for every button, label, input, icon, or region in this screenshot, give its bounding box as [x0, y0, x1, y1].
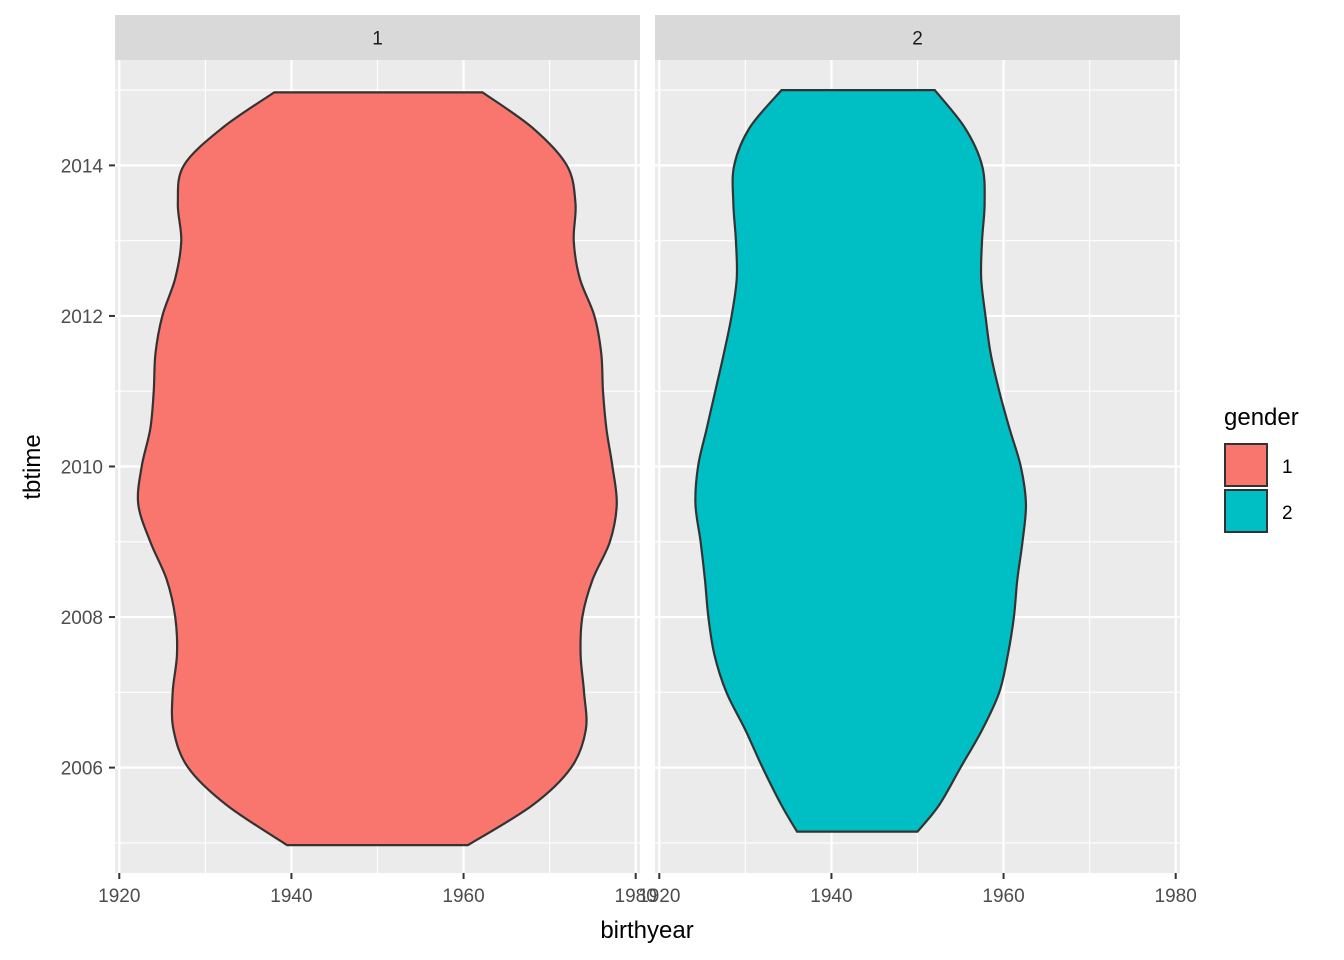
y-tick-label: 2008 — [61, 608, 103, 629]
legend: gender 12 — [1224, 404, 1299, 533]
x-tick-label: 1940 — [810, 886, 852, 907]
legend-label-gender-1: 1 — [1282, 457, 1293, 478]
legend-key-gender-1 — [1224, 443, 1268, 487]
panel-1: 1 — [115, 15, 640, 873]
x-tick-label: 1920 — [98, 886, 140, 907]
x-axis-title: birthyear — [600, 917, 693, 944]
y-tick-label: 2006 — [61, 759, 103, 780]
x-tick-label: 1920 — [638, 886, 680, 907]
facet-strip-label: 2 — [912, 29, 923, 50]
x-tick-label: 1960 — [442, 886, 484, 907]
facet-strip-label: 1 — [372, 29, 383, 50]
panel-2: 2 — [655, 15, 1180, 873]
legend-key-gender-2 — [1224, 489, 1268, 533]
x-tick-label: 1960 — [982, 886, 1024, 907]
y-axis-title: tbtime — [19, 434, 46, 499]
x-tick-label: 1980 — [615, 886, 657, 907]
violin-shape-gender-1 — [136, 91, 618, 847]
x-tick-label: 1980 — [1155, 886, 1197, 907]
facet-strip — [655, 15, 1180, 60]
y-tick-label: 2012 — [61, 307, 103, 328]
y-tick-label: 2014 — [61, 156, 104, 177]
violin-shape-gender-2 — [694, 89, 1028, 833]
x-tick-label: 1940 — [270, 886, 312, 907]
y-tick-label: 2010 — [61, 458, 103, 479]
legend-entries: 12 — [1224, 443, 1293, 533]
legend-label-gender-2: 2 — [1282, 503, 1293, 524]
legend-title: gender — [1224, 404, 1299, 431]
facet-strip — [115, 15, 640, 60]
